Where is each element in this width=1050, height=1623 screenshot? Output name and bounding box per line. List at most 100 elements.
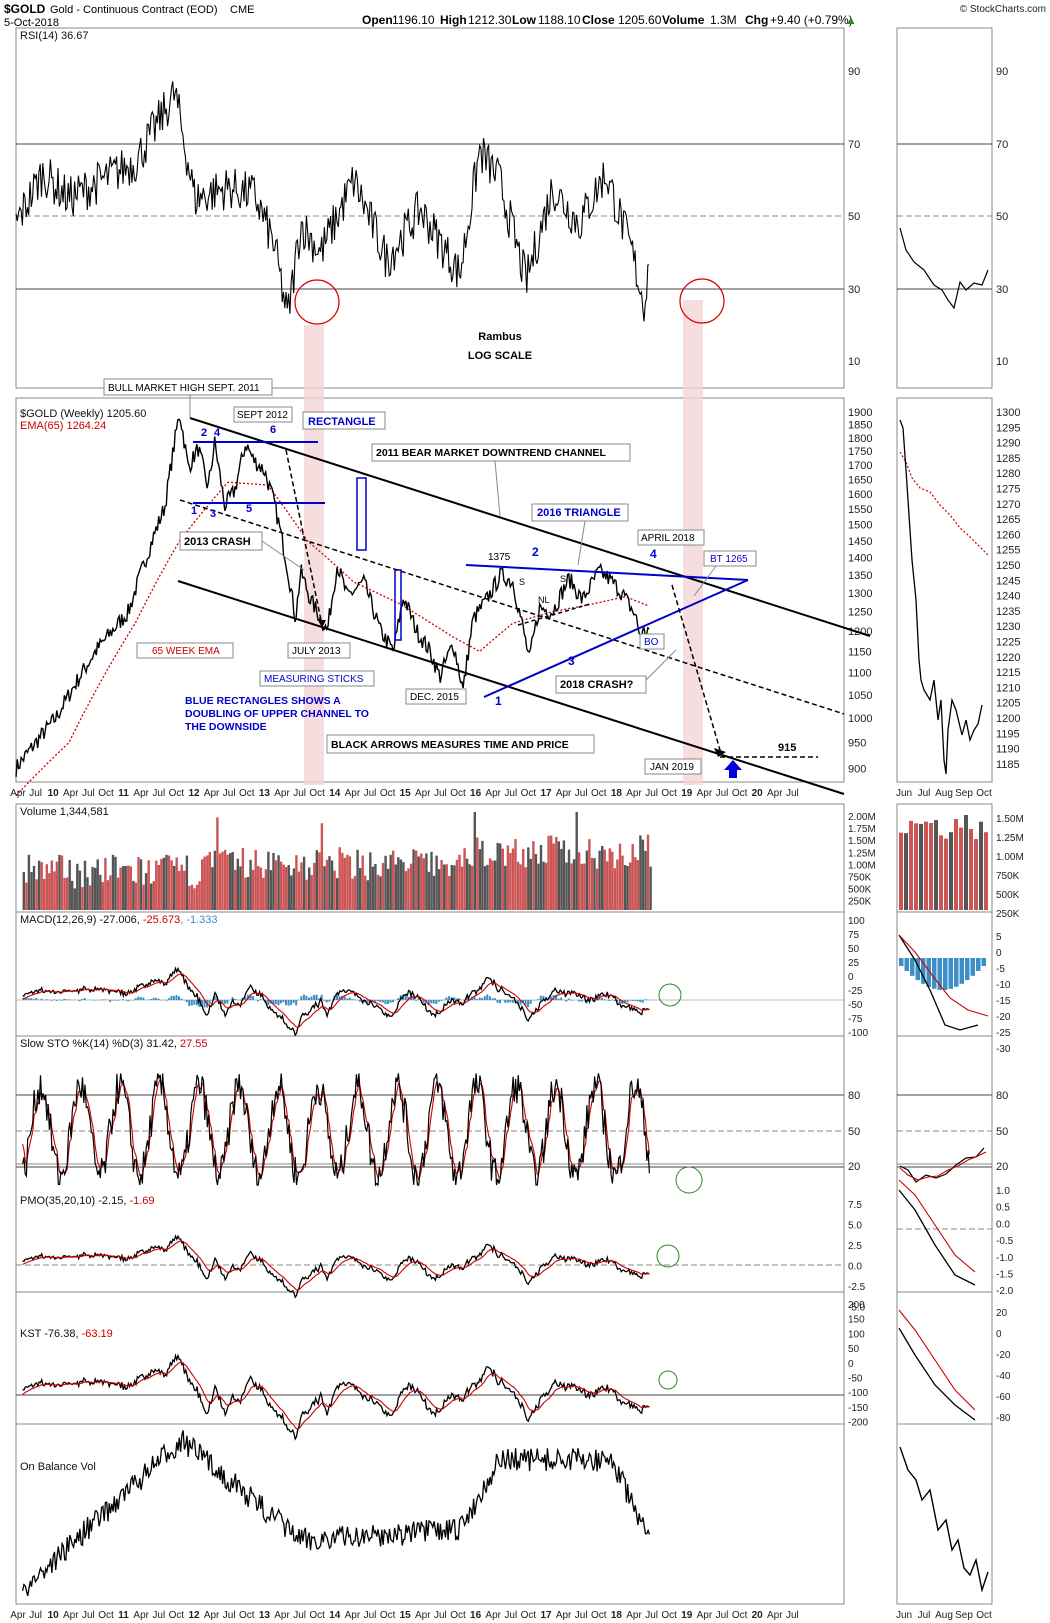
volume-bar: [259, 867, 262, 910]
rsi-tick: 90: [848, 66, 860, 78]
volume-bar: [351, 878, 354, 910]
macd-histogram-bar: [290, 1000, 293, 1005]
side-price-tick: 1190: [996, 744, 1020, 756]
macd-tick: 75: [848, 930, 860, 941]
rsi-tick: 10: [848, 356, 860, 368]
macd-histogram-bar: [147, 999, 150, 1000]
macd-histogram-bar: [629, 1000, 631, 1001]
volume-tick: 1.25M: [848, 848, 876, 859]
volume-bar: [175, 857, 178, 910]
x-axis-label: Apr: [767, 788, 783, 799]
instrument-name: Gold - Continuous Contract (EOD): [50, 4, 218, 16]
side-macd-histogram-bar: [899, 958, 904, 966]
volume-bar: [618, 843, 622, 910]
side-price-tick: 1250: [996, 560, 1020, 572]
macd-histogram-bar: [277, 1000, 280, 1006]
pmo-tick: 5.0: [848, 1221, 862, 1232]
x-axis-label: 12: [188, 1610, 200, 1621]
macd-histogram-bar: [223, 1000, 226, 1004]
side-volume-bar: [944, 838, 948, 910]
volume-bar: [165, 854, 168, 910]
side-rsi-tick: 90: [996, 66, 1008, 78]
macd-histogram-bar: [295, 1000, 298, 1006]
macd-histogram-bar: [323, 1000, 326, 1001]
macd-histogram-bar: [613, 1000, 616, 1001]
macd-histogram-bar: [583, 1000, 586, 1001]
volume-bar: [127, 865, 130, 910]
volume-bar: [532, 841, 535, 910]
x-axis-label: Jul: [504, 788, 517, 799]
macd-histogram-bar: [35, 998, 38, 1000]
volume-bar: [336, 878, 339, 910]
x-axis-label: Jul: [82, 788, 95, 799]
macd-histogram-bar: [430, 1000, 433, 1004]
volume-bar: [364, 875, 367, 910]
x-axis-label: Apr: [556, 788, 572, 799]
x-axis-label: 17: [540, 788, 552, 799]
chart-header: $GOLD Gold - Continuous Contract (EOD) C…: [4, 2, 1046, 29]
obv-panel-frame: [15, 1423, 845, 1605]
x-axis-label: Oct: [732, 788, 748, 799]
macd-histogram-bar: [267, 1000, 270, 1006]
side-macd-histogram-bar: [910, 958, 915, 976]
macd-histogram-bar: [150, 999, 152, 1000]
volume-bar: [170, 860, 173, 910]
volume-bar: [88, 885, 92, 910]
volume-bar: [496, 842, 499, 910]
x-axis-label: Apr: [274, 788, 290, 799]
rsi-line: [15, 81, 650, 322]
side-macd-tick: -15: [996, 996, 1011, 1007]
watermark: © StockCharts.com: [960, 4, 1046, 15]
macd-histogram-bar: [516, 1000, 519, 1004]
measuring-rect-1: [356, 477, 367, 551]
macd-histogram-bar: [478, 997, 481, 1000]
macd-histogram-bar: [45, 999, 48, 1000]
hs-label: S: [560, 574, 566, 584]
kst-tick: 100: [848, 1329, 865, 1340]
macd-histogram-bar: [488, 996, 491, 1000]
blue-note-line-2: DOUBLING OF UPPER CHANNEL TO: [185, 708, 369, 720]
x-axis-label: Jul: [364, 1610, 377, 1621]
up-arrow-icon: ▲: [845, 13, 857, 27]
side-macd-histogram-bar: [959, 958, 964, 984]
level-1375-label: 1375: [488, 552, 511, 563]
volume-bar: [529, 858, 532, 910]
macd-histogram-bar: [374, 1000, 377, 1003]
volume-bar: [348, 856, 352, 910]
side-sto-k-line: [899, 1147, 985, 1183]
side-price-tick: 1300: [996, 407, 1020, 419]
volume-bar: [381, 862, 385, 910]
volume-bar: [448, 875, 451, 910]
x-axis-label: Jul: [645, 1610, 658, 1621]
callout-sept-2012-text: SEPT 2012: [237, 410, 288, 421]
side-macd-tick: -5: [996, 964, 1005, 975]
volume-bar: [201, 859, 204, 910]
callout-2018-crash-pointer: [645, 649, 677, 681]
volume-bar: [522, 849, 525, 910]
volume-bar: [453, 865, 456, 910]
side-price-tick: 1255: [996, 545, 1020, 557]
sto-tick: 20: [848, 1161, 860, 1173]
side-obv-frame: [896, 1423, 993, 1605]
volume-bar: [399, 859, 403, 910]
side-macd-histogram-bar: [954, 958, 959, 987]
volume-bar: [65, 877, 69, 910]
macd-histogram-bar: [315, 994, 318, 1000]
macd-histogram-bar: [432, 1000, 435, 1004]
volume-panel: Volume 1,344,581 2.00M1.75M1.50M1.25M1.0…: [20, 806, 876, 910]
volume-bar: [575, 812, 578, 910]
callout-bear-channel: [371, 443, 631, 462]
kst-title: KST -76.38, -63.19: [20, 1328, 113, 1340]
ohlc-bar: Open 1196.10 High 1212.30 Low 1188.10 Cl…: [362, 13, 857, 27]
x-axis-label: 16: [470, 1610, 482, 1621]
callout-sept-2012: [233, 406, 293, 423]
obv-title: On Balance Vol: [20, 1461, 96, 1473]
pmo-signal-line: [22, 1240, 650, 1291]
volume-bar: [420, 853, 423, 910]
macd-histogram-bar: [25, 997, 28, 1000]
low-label: Low: [512, 13, 537, 27]
volume-bar: [308, 867, 311, 910]
open-label: Open: [362, 13, 393, 27]
macd-histogram-bar: [565, 1000, 568, 1002]
